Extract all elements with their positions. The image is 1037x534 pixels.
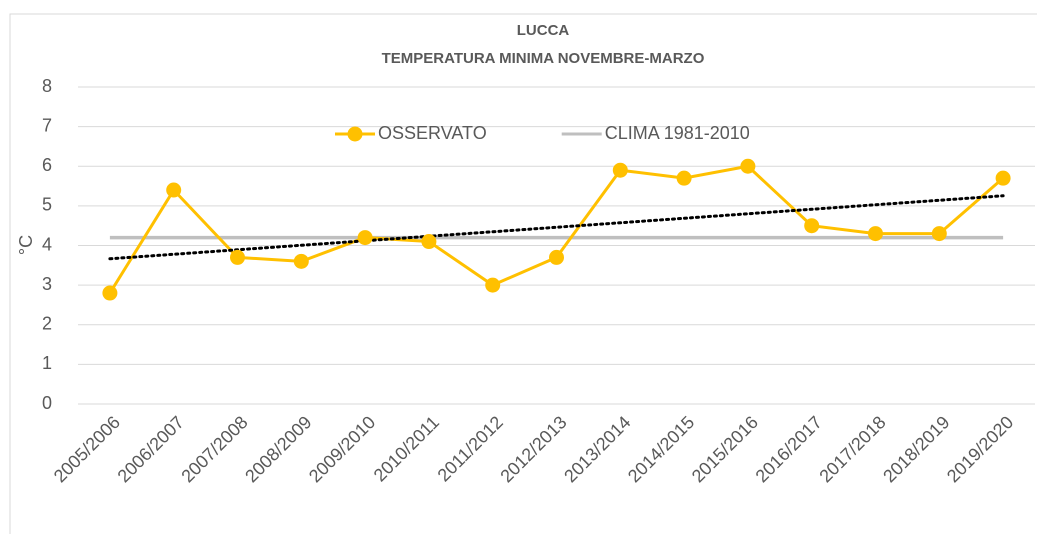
y-tick-label: 6 (42, 155, 52, 175)
y-axis-label: °C (16, 235, 36, 255)
y-tick-label: 0 (42, 393, 52, 413)
legend-label: OSSERVATO (378, 123, 487, 143)
data-point (549, 249, 564, 265)
data-point (357, 230, 373, 246)
chart-frame (9, 13, 1037, 534)
y-tick-label: 3 (42, 274, 52, 294)
y-tick-label: 8 (42, 76, 52, 96)
data-point (293, 253, 309, 269)
y-tick-label: 4 (42, 234, 52, 254)
data-point (612, 162, 628, 178)
y-tick-label: 2 (42, 314, 52, 334)
data-point (421, 234, 437, 250)
legend-marker (347, 126, 363, 142)
data-point (230, 249, 245, 265)
y-tick-label: 1 (42, 353, 52, 373)
legend-label: CLIMA 1981-2010 (605, 123, 750, 143)
data-point (931, 226, 947, 242)
data-point (868, 226, 883, 242)
y-tick-label: 7 (42, 115, 52, 135)
chart-title: LUCCA (517, 22, 570, 39)
chart-subtitle: TEMPERATURA MINIMA NOVEMBRE-MARZO (382, 50, 705, 67)
data-point (166, 182, 182, 198)
y-tick-label: 5 (42, 195, 52, 215)
data-point (676, 170, 692, 186)
data-point (102, 285, 118, 301)
data-point (804, 218, 820, 234)
data-point (995, 170, 1011, 186)
data-point (740, 158, 756, 174)
trend-line (108, 194, 1005, 261)
data-point (485, 277, 501, 293)
